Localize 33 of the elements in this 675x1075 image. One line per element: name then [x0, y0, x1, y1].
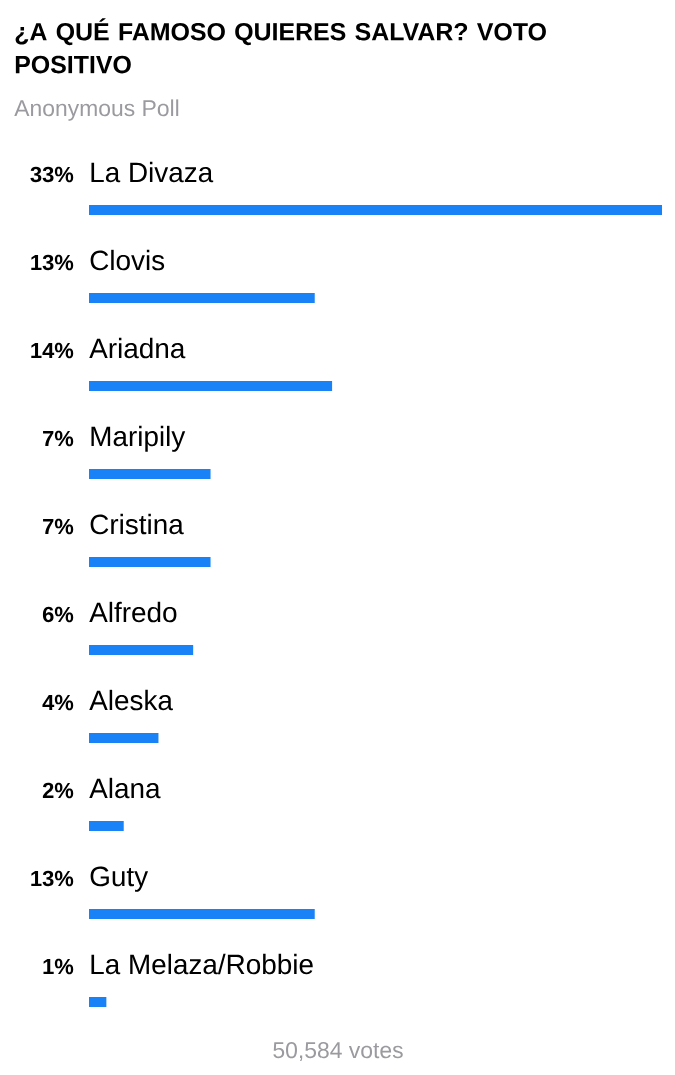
- data-label: 7%: [43, 518, 74, 535]
- data-label: 14%: [31, 342, 74, 359]
- bar: [89, 557, 211, 568]
- y-tick-label: Alana: [89, 777, 161, 799]
- text: 50,584 votes: [273, 1042, 403, 1061]
- bar: [89, 997, 107, 1008]
- bar: [89, 645, 194, 656]
- y-tick-label: Cristina: [90, 513, 184, 535]
- y-tick-label: Aleska: [89, 689, 173, 711]
- data-label: 1%: [43, 958, 74, 975]
- data-label: 33%: [30, 166, 74, 183]
- bar: [89, 909, 315, 920]
- y-tick-label: Alfredo: [89, 601, 177, 623]
- y-tick-label: Clovis: [90, 249, 165, 271]
- data-label: 2%: [42, 782, 74, 799]
- data-label: 7%: [43, 430, 74, 447]
- bar: [89, 205, 663, 216]
- y-tick-label: Guty: [90, 866, 149, 892]
- bar: [89, 293, 315, 304]
- y-tick-label: Maripily: [91, 425, 186, 452]
- bar: [89, 733, 159, 744]
- y-tick-label: La Divaza: [91, 161, 214, 183]
- data-label: 13%: [31, 870, 74, 887]
- data-label: 13%: [31, 254, 74, 271]
- data-label: 4%: [42, 694, 74, 711]
- chart-subtitle: Anonymous Poll: [14, 99, 179, 121]
- y-tick-label: La Melaza/Robbie: [91, 953, 313, 975]
- bar: [89, 821, 124, 832]
- data-label: 6%: [42, 606, 74, 623]
- chart-title: ¿A QUÉ FAMOSO QUIERES SALVAR? VOTO POSITIVO: [15, 18, 546, 74]
- y-tick-label: Ariadna: [89, 337, 186, 359]
- bar: [89, 469, 211, 480]
- bar: [89, 381, 333, 392]
